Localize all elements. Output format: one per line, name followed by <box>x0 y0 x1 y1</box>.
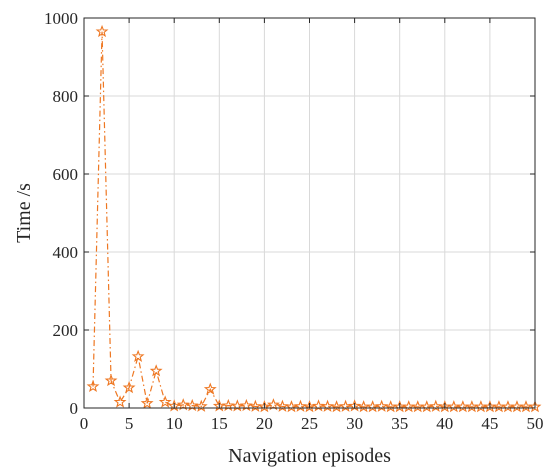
x-tick-label-30: 30 <box>346 414 363 433</box>
data-point-9 <box>158 395 172 408</box>
data-point-24 <box>294 399 307 412</box>
data-point-36 <box>402 400 416 413</box>
data-point-50 <box>528 400 542 413</box>
x-tick-label-40: 40 <box>436 414 453 433</box>
data-point-14 <box>203 382 217 395</box>
series-markers <box>86 24 542 413</box>
data-point-6 <box>131 349 145 362</box>
y-tick-label-200: 200 <box>53 321 79 340</box>
x-tick-label-5: 5 <box>125 414 134 433</box>
x-tick-label-0: 0 <box>80 414 89 433</box>
y-tick-label-600: 600 <box>53 165 79 184</box>
data-point-41 <box>447 400 461 413</box>
data-point-20 <box>257 400 271 413</box>
data-point-27 <box>321 399 334 412</box>
data-point-44 <box>474 400 488 413</box>
data-point-25 <box>303 400 316 413</box>
data-point-32 <box>366 400 380 413</box>
data-point-4 <box>113 395 127 408</box>
data-point-33 <box>375 399 389 412</box>
x-axis-title: Navigation episodes <box>228 445 391 467</box>
y-tick-label-0: 0 <box>70 399 79 418</box>
x-tick-label-45: 45 <box>481 414 498 433</box>
x-tick-label-50: 50 <box>527 414 544 433</box>
data-point-23 <box>285 400 298 413</box>
x-tick-label-35: 35 <box>391 414 408 433</box>
y-tick-label-1000: 1000 <box>44 9 78 28</box>
data-point-26 <box>312 399 325 412</box>
data-point-17 <box>230 399 244 412</box>
data-point-5 <box>122 380 136 394</box>
y-axis-title: Time /s <box>13 183 35 243</box>
y-tick-label-800: 800 <box>53 87 79 106</box>
x-tick-label-15: 15 <box>211 414 228 433</box>
x-tick-label-25: 25 <box>301 414 318 433</box>
data-point-21 <box>266 398 280 411</box>
x-tick-label-20: 20 <box>256 414 273 433</box>
data-point-1 <box>86 379 100 393</box>
grid-lines <box>84 18 535 408</box>
data-point-7 <box>140 396 154 409</box>
data-point-47 <box>501 400 515 413</box>
data-point-48 <box>510 400 524 413</box>
data-point-2 <box>95 24 109 38</box>
data-point-29 <box>339 399 353 412</box>
series-line <box>92 31 535 408</box>
data-point-13 <box>194 399 208 412</box>
x-tick-label-10: 10 <box>166 414 183 433</box>
data-point-8 <box>149 364 163 377</box>
data-point-3 <box>104 373 118 387</box>
data-point-42 <box>456 400 470 413</box>
data-point-39 <box>429 399 443 412</box>
axis-ticks: 0 5 10 15 20 25 30 35 40 45 50 0 200 400 600 800 1000 <box>44 9 544 433</box>
y-tick-label-400: 400 <box>53 243 79 262</box>
data-point-38 <box>420 400 434 413</box>
data-point-11 <box>176 398 190 411</box>
